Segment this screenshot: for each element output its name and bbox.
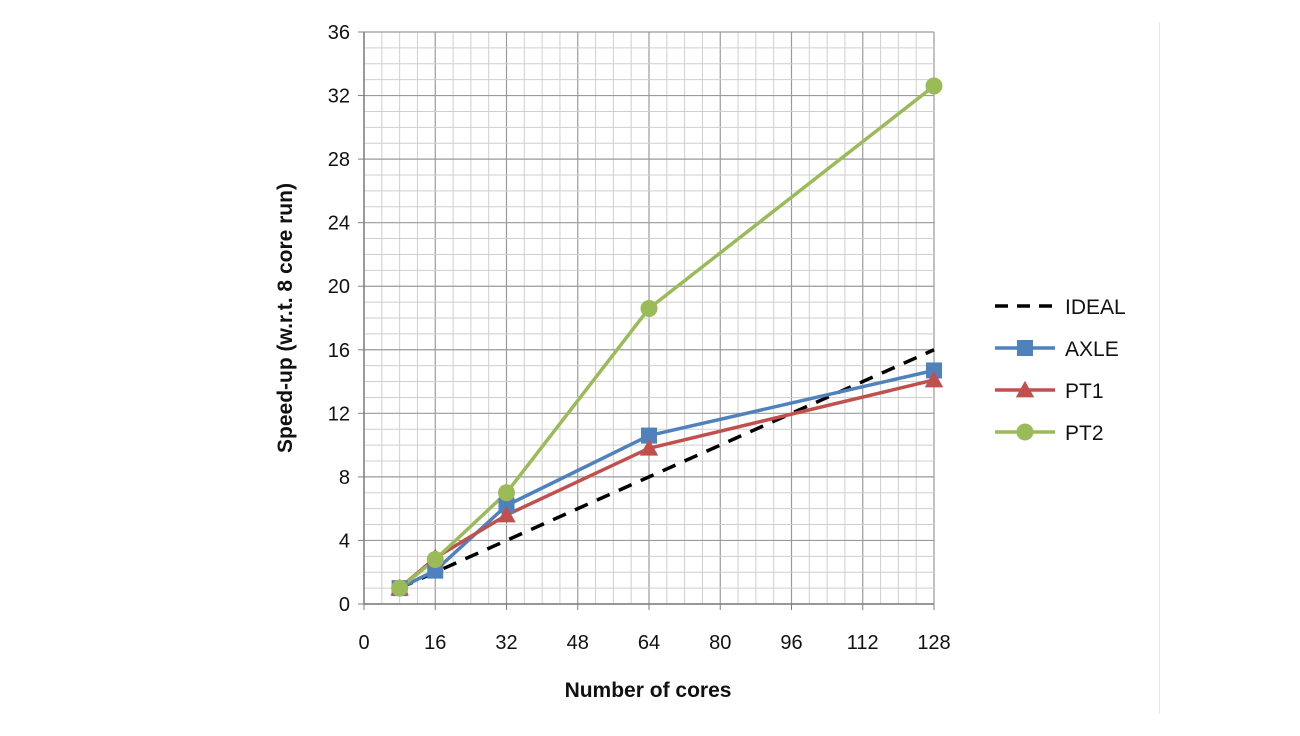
y-tick-label: 8	[339, 467, 350, 489]
panel-divider	[1159, 22, 1160, 714]
data-point-pt2	[925, 77, 943, 95]
x-axis-title: Number of cores	[565, 679, 732, 702]
grid	[363, 31, 935, 605]
legend-label-ideal: IDEAL	[1065, 296, 1126, 319]
legend-label-pt1: PT1	[1065, 380, 1104, 403]
y-tick-label: 0	[339, 594, 350, 616]
series-markers	[390, 77, 944, 597]
x-tick-label: 16	[424, 632, 446, 654]
y-tick-label: 16	[328, 340, 350, 362]
x-tick-label: 32	[495, 632, 517, 654]
legend-label-axle: AXLE	[1065, 338, 1119, 361]
data-point-pt2	[391, 579, 409, 597]
legend-label-pt2: PT2	[1065, 422, 1104, 445]
data-point-pt2	[498, 484, 515, 502]
x-tick-label: 112	[847, 632, 879, 654]
data-point-pt1	[497, 505, 516, 523]
data-point-pt2	[640, 299, 658, 317]
y-tick-label: 4	[339, 530, 350, 552]
data-point-axle	[641, 427, 657, 444]
x-tick-label: 128	[917, 632, 950, 654]
y-tick-label: 36	[328, 22, 350, 44]
legend-marker-axle	[1017, 340, 1033, 356]
x-tick-label: 48	[567, 632, 589, 654]
legend: IDEAL AXLE PT1 PT2	[995, 296, 1126, 445]
data-point-pt1	[924, 370, 944, 388]
x-tick-label: 64	[638, 632, 660, 654]
data-point-axle	[498, 497, 515, 514]
legend-marker-pt1	[1015, 380, 1035, 398]
legend-marker-pt2	[1016, 423, 1034, 441]
y-tick-label: 28	[328, 149, 350, 171]
x-tick-label: 96	[780, 632, 802, 654]
y-tick-label: 32	[328, 86, 350, 108]
data-point-pt1	[639, 439, 659, 456]
data-point-pt2	[426, 551, 444, 569]
y-tick-label: 12	[328, 403, 350, 425]
y-tick-label: 20	[328, 276, 350, 298]
axes	[358, 31, 935, 610]
y-tick-label: 24	[328, 213, 350, 235]
data-point-axle	[926, 362, 942, 379]
x-tick-label: 0	[358, 632, 369, 654]
x-tick-label: 80	[709, 632, 731, 654]
y-axis-title: Speed-up (w.r.t. 8 core run)	[274, 183, 297, 453]
